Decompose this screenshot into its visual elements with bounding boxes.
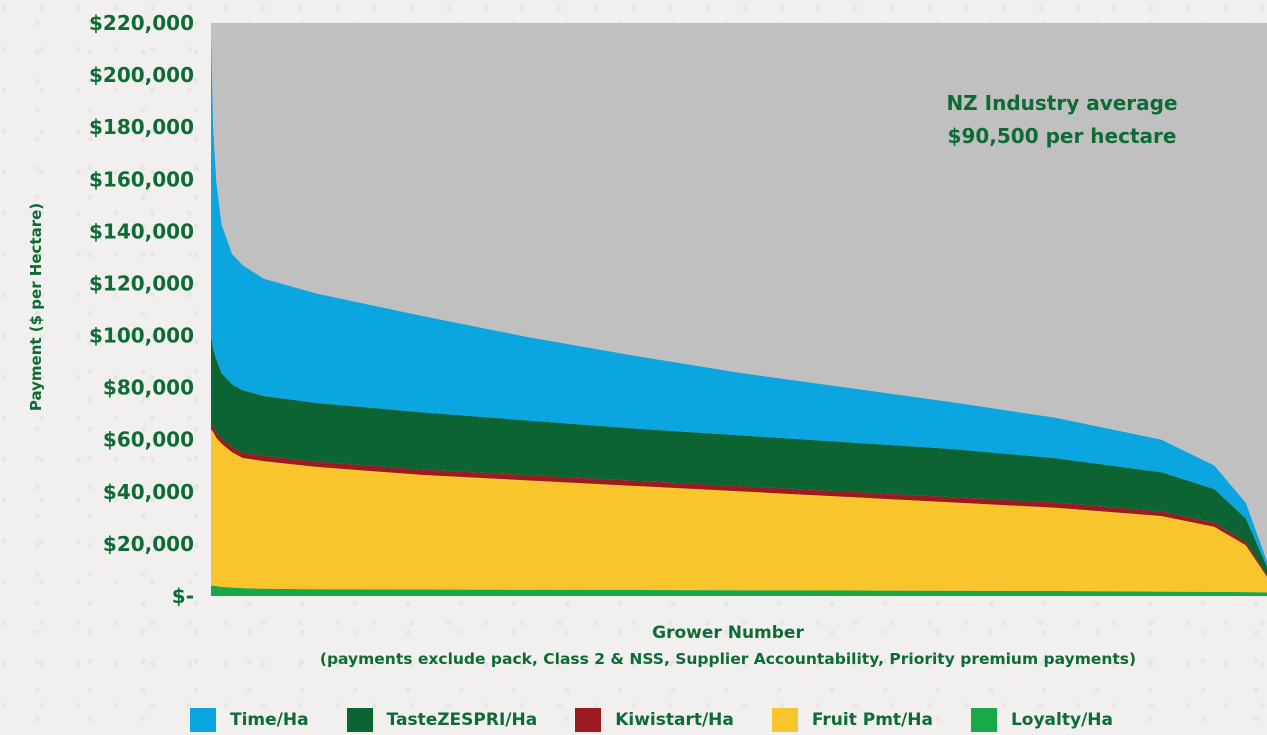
y-tick-label: $20,000 [103,532,194,556]
y-axis-ticks: $- $20,000 $40,000 $60,000 $80,000 $100,000 $1… [89,11,194,608]
y-tick-label: $220,000 [89,11,194,35]
legend-label: Time/Ha [230,710,309,730]
stacked-area-chart: $- $20,000 $40,000 $60,000 $80,000 $100,000 $1… [27,11,1267,668]
legend-swatch [575,708,602,732]
legend: Time/Ha TasteZESPRI/Ha Kiwistart/Ha Fruit P… [190,705,1113,735]
plot-area [211,23,1267,596]
y-tick-label: $- [172,584,194,608]
legend-label: Kiwistart/Ha [615,710,734,730]
industry-average-line-1: NZ Industry average [946,91,1177,115]
legend-label: Loyalty/Ha [1010,710,1113,730]
y-tick-label: $120,000 [89,271,194,295]
legend-item: TasteZESPRI/Ha [346,708,538,732]
legend-swatch [771,708,798,732]
y-tick-label: $80,000 [103,376,194,400]
legend-item: Kiwistart/Ha [575,708,734,732]
y-axis-title: Payment ($ per Hectare) [27,203,45,411]
y-tick-label: $40,000 [103,480,194,504]
series-area-loyalty-ha [211,585,1267,596]
legend-item: Time/Ha [190,708,309,732]
legend-swatch [190,708,216,732]
legend-label: TasteZESPRI/Ha [386,710,538,730]
y-tick-label: $100,000 [89,324,194,348]
y-tick-label: $160,000 [89,167,194,191]
series-area-time-ha [211,36,1267,567]
series-area-tastezespri-ha [211,335,1267,575]
x-axis-note: (payments exclude pack, Class 2 & NSS, S… [320,650,1136,668]
legend-item: Loyalty/Ha [970,708,1113,732]
legend-item: Fruit Pmt/Ha [771,708,933,732]
x-axis-title: Grower Number [652,623,804,643]
y-tick-label: $60,000 [103,428,194,452]
series-area-fruit-pmt-ha [211,429,1267,593]
y-tick-label: $200,000 [89,63,194,87]
legend-swatch [346,708,373,732]
legend-label: Fruit Pmt/Ha [811,710,933,730]
y-tick-label: $140,000 [89,219,194,243]
industry-average-line-2: $90,500 per hectare [948,124,1177,148]
y-tick-label: $180,000 [89,115,194,139]
legend-swatch [970,708,997,732]
